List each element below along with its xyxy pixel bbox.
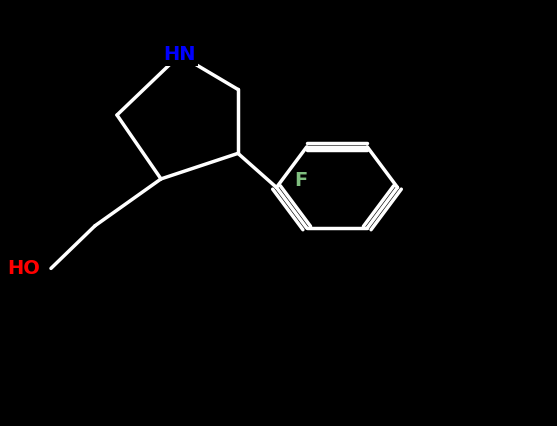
Text: HN: HN xyxy=(163,46,196,64)
Text: HO: HO xyxy=(7,259,40,278)
Text: F: F xyxy=(295,171,308,190)
